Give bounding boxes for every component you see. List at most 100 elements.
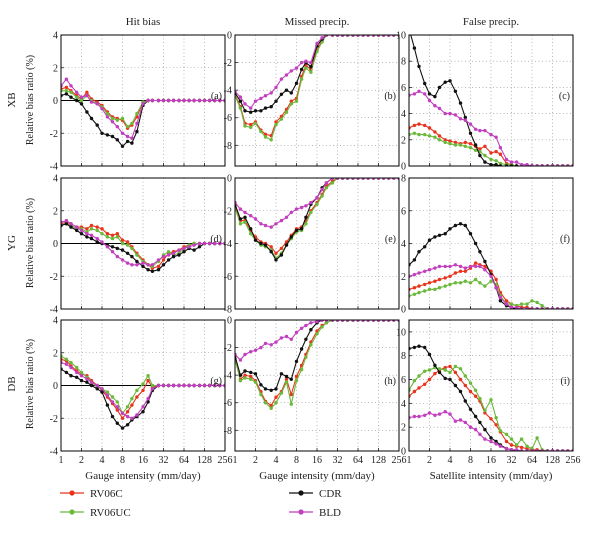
data-point-rv06uc <box>535 300 539 305</box>
data-point-bld <box>150 263 155 267</box>
y-tick-label: 4 <box>401 239 406 250</box>
data-point-rv06uc <box>299 367 304 372</box>
data-point-bld <box>315 41 319 45</box>
data-point-cdr <box>443 376 447 381</box>
y-axis-label-row-2: Relative bias ratio (%) <box>25 198 36 288</box>
data-point-rv06uc <box>274 122 278 127</box>
data-point-rv06c <box>427 281 432 285</box>
panel-e: 0 -2 -4 -6 -8 (e) <box>224 174 400 316</box>
data-point-bld <box>315 196 319 200</box>
x-tick-label: 2 <box>79 455 84 466</box>
data-point-cdr <box>299 347 304 351</box>
data-point-bld <box>141 261 145 265</box>
data-point-bld <box>161 98 166 103</box>
legend-label-rv06c: RV06C <box>90 488 123 500</box>
data-point-bld <box>197 383 202 388</box>
y-tick-label: 4 <box>53 174 58 185</box>
data-point-rv06c <box>120 238 125 242</box>
data-point-cdr <box>89 236 94 241</box>
data-point-cdr <box>75 98 79 103</box>
data-point-cdr <box>453 89 458 94</box>
y-tick-label: 6 <box>401 375 406 386</box>
legend-marker-rv06uc <box>69 509 75 515</box>
data-point-cdr <box>64 222 69 226</box>
data-point-rv06c <box>494 149 498 154</box>
data-point-rv06uc <box>468 146 473 150</box>
data-point-rv06uc <box>427 134 432 138</box>
data-point-bld <box>483 128 487 133</box>
data-point-rv06uc <box>423 289 427 293</box>
data-point-cdr <box>110 245 115 249</box>
data-point-cdr <box>243 215 247 219</box>
data-point-rv06uc <box>279 391 284 395</box>
data-point-bld <box>269 225 273 229</box>
data-point-bld <box>315 320 319 324</box>
y-tick-label: 4 <box>401 399 406 410</box>
data-point-bld <box>494 442 498 446</box>
data-point-bld <box>95 383 99 388</box>
data-point-bld <box>110 400 115 404</box>
panel-letter: (a) <box>211 91 222 102</box>
data-point-rv06c <box>249 122 253 127</box>
data-point-bld <box>110 120 115 124</box>
data-point-bld <box>69 222 73 226</box>
y-tick-label: 2 <box>53 348 58 359</box>
data-point-rv06c <box>89 223 94 228</box>
data-point-rv06c <box>95 225 99 229</box>
data-point-bld <box>182 98 186 103</box>
data-point-rv06c <box>504 439 509 444</box>
data-point-bld <box>85 232 89 236</box>
data-point-rv06uc <box>115 400 120 404</box>
data-point-cdr <box>294 228 299 233</box>
data-point-bld <box>120 258 125 262</box>
data-point-cdr <box>110 134 115 139</box>
data-point-bld <box>207 383 212 388</box>
data-point-bld <box>243 352 247 357</box>
data-point-rv06c <box>427 377 432 382</box>
x-tick-label: 256 <box>392 455 407 466</box>
data-point-bld <box>85 377 89 381</box>
y-tick-label: -2 <box>224 58 232 69</box>
data-point-rv06uc <box>69 360 73 365</box>
data-point-bld <box>483 437 487 441</box>
y-tick-label: -4 <box>50 447 58 458</box>
data-point-rv06uc <box>417 374 421 378</box>
row-label-db: DB <box>6 376 18 391</box>
data-point-bld <box>299 326 304 330</box>
data-point-rv06uc <box>243 376 247 380</box>
data-point-cdr <box>161 263 166 267</box>
data-point-bld <box>156 258 161 262</box>
data-point-bld <box>218 241 222 246</box>
data-point-rv06uc <box>443 284 447 288</box>
data-point-bld <box>509 448 514 451</box>
data-point-rv06c <box>125 410 130 414</box>
data-point-cdr <box>115 421 120 425</box>
data-point-cdr <box>433 363 437 367</box>
data-point-bld <box>202 241 207 246</box>
data-point-bld <box>294 207 299 211</box>
series-group <box>409 35 573 166</box>
y-tick-label: -6 <box>224 113 232 124</box>
series-group <box>61 218 225 273</box>
data-point-rv06uc <box>289 402 293 406</box>
data-point-bld <box>433 413 437 417</box>
data-point-bld <box>284 73 289 77</box>
legend-label-cdr: CDR <box>319 488 342 500</box>
data-point-rv06uc <box>494 159 498 163</box>
data-point-cdr <box>437 233 442 237</box>
data-point-bld <box>304 204 308 208</box>
data-point-rv06c <box>443 276 447 280</box>
data-point-cdr <box>238 99 243 103</box>
x-tick-label: 256 <box>566 455 581 466</box>
data-point-rv06c <box>412 123 417 128</box>
data-point-rv06uc <box>79 370 84 375</box>
panel-frame <box>408 34 574 167</box>
data-point-bld <box>79 95 84 99</box>
data-point-cdr <box>299 67 304 72</box>
panel-letter: (h) <box>384 376 396 387</box>
data-point-rv06uc <box>443 140 447 145</box>
data-point-bld <box>433 104 437 108</box>
data-point-cdr <box>69 225 73 229</box>
data-point-cdr <box>171 254 176 259</box>
data-point-cdr <box>443 232 447 236</box>
